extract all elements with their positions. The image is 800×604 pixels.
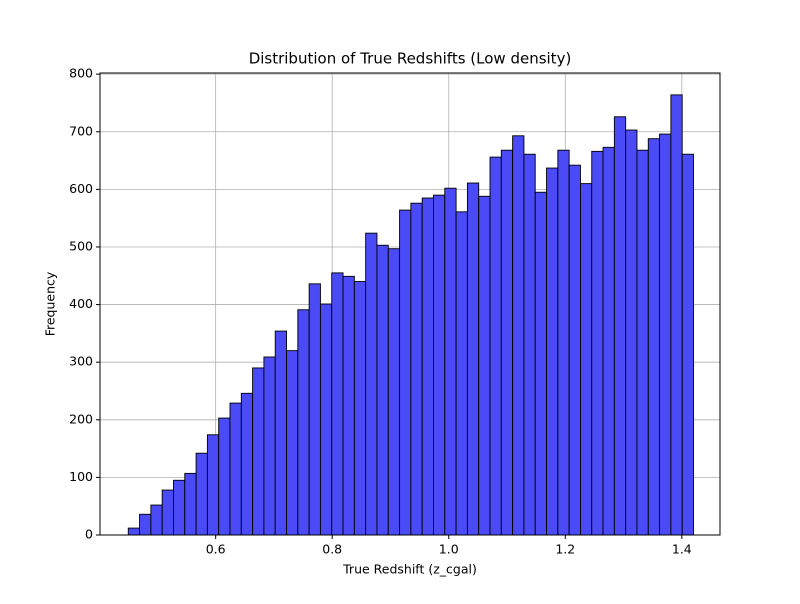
bar xyxy=(342,275,355,536)
bar xyxy=(444,187,457,536)
bar xyxy=(568,164,581,536)
bar xyxy=(161,489,174,536)
bar xyxy=(512,135,525,536)
x-tick-label: 0.6 xyxy=(206,542,226,557)
bar xyxy=(206,434,220,536)
y-tick-label: 300 xyxy=(69,354,93,369)
bar xyxy=(659,133,672,536)
bar xyxy=(602,146,615,536)
bar xyxy=(625,129,638,536)
bar xyxy=(150,504,163,536)
bar xyxy=(240,392,254,536)
y-tick-label: 600 xyxy=(69,181,93,196)
x-tick-label: 0.8 xyxy=(322,542,342,557)
bar xyxy=(274,330,287,536)
bar xyxy=(523,153,536,536)
bar xyxy=(331,272,344,536)
bar xyxy=(466,182,480,536)
bar xyxy=(670,94,683,536)
bar xyxy=(410,202,423,536)
bar xyxy=(591,150,604,536)
x-axis-label: True Redshift (z_cgal) xyxy=(342,562,477,577)
bar xyxy=(252,367,265,536)
bar xyxy=(376,244,389,536)
y-tick-label: 0 xyxy=(85,527,93,542)
bar xyxy=(433,194,446,536)
bar xyxy=(319,303,333,536)
y-tick-label: 800 xyxy=(69,66,93,81)
bar xyxy=(647,138,661,536)
x-tick-label: 1.2 xyxy=(555,542,575,557)
bar xyxy=(399,209,412,536)
bar xyxy=(455,211,468,536)
x-tick-label: 1.4 xyxy=(672,542,692,557)
bar xyxy=(478,195,491,536)
y-tick-label: 400 xyxy=(69,296,93,311)
bar xyxy=(127,527,141,536)
bar xyxy=(286,350,299,536)
bar xyxy=(353,281,367,536)
y-axis-label: Frequency xyxy=(43,271,58,336)
bar xyxy=(139,513,152,536)
bar xyxy=(489,156,502,536)
y-tick-label: 100 xyxy=(69,469,93,484)
bar xyxy=(229,402,242,536)
bar xyxy=(534,191,547,536)
bar xyxy=(421,197,434,536)
bar xyxy=(308,283,321,536)
bar xyxy=(173,479,186,536)
bar xyxy=(636,149,649,536)
x-tick-label: 1.0 xyxy=(439,542,459,557)
bar xyxy=(613,116,627,536)
y-tick-label: 700 xyxy=(69,123,93,138)
y-tick-label: 200 xyxy=(69,411,93,426)
bar xyxy=(365,232,378,536)
y-tick-label: 500 xyxy=(69,238,93,253)
bar xyxy=(297,309,310,536)
bar xyxy=(387,248,401,536)
bar xyxy=(195,452,208,536)
bar xyxy=(681,153,694,536)
bar xyxy=(263,356,276,536)
bar xyxy=(557,149,570,536)
plot-frame xyxy=(99,72,721,536)
bar xyxy=(579,183,593,536)
bar xyxy=(546,167,559,536)
bar xyxy=(500,149,514,536)
bar xyxy=(218,417,231,536)
bar xyxy=(184,472,197,536)
chart-title: Distribution of True Redshifts (Low dens… xyxy=(249,50,572,68)
